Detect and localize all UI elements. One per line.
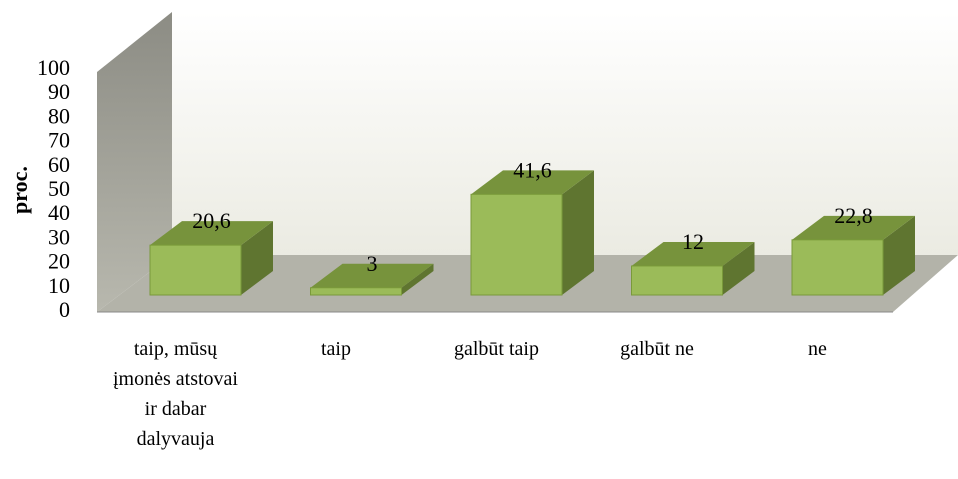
bar [631,265,723,296]
x-tick-label: galbūt ne [620,338,694,360]
bar-side [883,215,915,295]
bar-side [241,221,273,295]
bar-top [631,241,755,266]
bar-side [401,263,434,295]
y-tick-label: 80 [48,103,70,128]
y-axis-title: proc. [7,166,32,214]
x-tick-label: taip [321,338,351,360]
bar-top [310,263,434,288]
back-wall [172,12,958,255]
bar [470,193,563,296]
y-tick-label: 100 [37,55,70,80]
y-tick-label: 90 [48,79,70,104]
bar-top [150,221,273,246]
y-tick-label: 70 [48,128,70,153]
bar-side [562,170,594,295]
value-label: 12 [682,229,704,254]
y-tick-label: 50 [48,176,70,201]
x-tick-label: taip, mūsų įmonės atstovai ir dabar daly… [113,338,238,450]
bar [791,239,884,296]
value-label: 41,6 [513,157,552,182]
bar [310,287,402,296]
value-label: 20,6 [192,208,231,233]
bar-side [722,241,755,295]
y-tick-label: 0 [59,297,70,322]
x-tick-label: ne [808,338,827,360]
bar [149,244,242,296]
y-tick-label: 60 [48,152,70,177]
y-tick-label: 10 [48,273,70,298]
y-tick-label: 30 [48,224,70,249]
value-label: 3 [367,251,378,276]
y-tick-label: 20 [48,249,70,274]
value-label: 22,8 [834,203,873,228]
left-wall [97,12,172,312]
bar-top [792,215,915,240]
y-tick-label: 40 [48,200,70,225]
bar-top [471,170,594,195]
x-tick-label: galbūt taip [454,338,539,360]
